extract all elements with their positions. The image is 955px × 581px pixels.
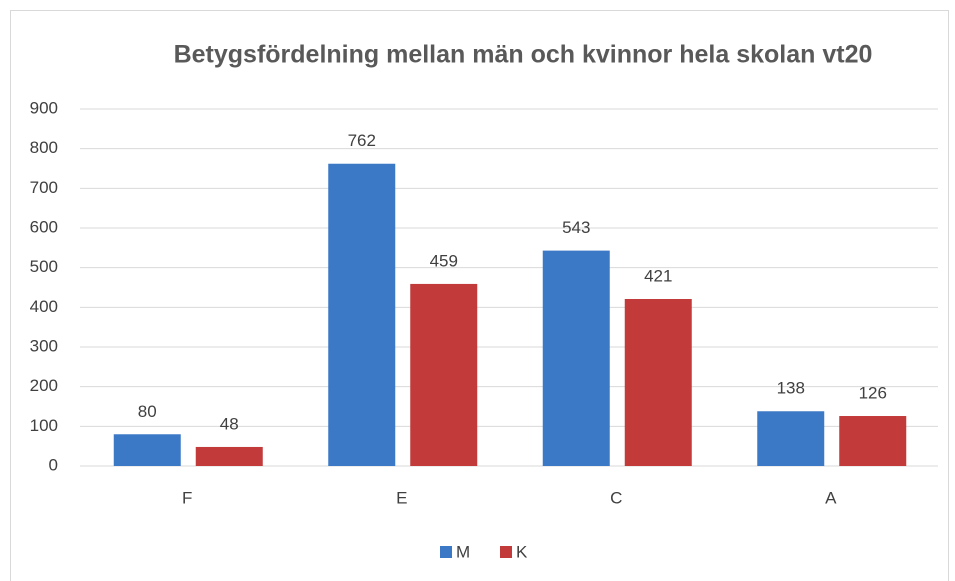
data-label: 762 (348, 131, 376, 150)
data-label: 48 (220, 414, 239, 433)
data-label: 138 (777, 379, 805, 398)
y-tick-label: 400 (30, 297, 58, 316)
chart-frame (10, 10, 949, 581)
chart-title: Betygsfördelning mellan män och kvinnor … (174, 41, 873, 69)
y-tick-label: 300 (30, 336, 58, 355)
y-tick-label: 700 (30, 178, 58, 197)
data-label: 421 (644, 266, 672, 285)
bar (328, 163, 396, 467)
legend-swatch (440, 546, 452, 558)
data-label: 126 (859, 384, 887, 403)
legend-swatch (500, 546, 512, 558)
bar (410, 283, 478, 466)
bar (757, 411, 825, 466)
y-tick-label: 800 (30, 138, 58, 157)
data-label: 80 (138, 402, 157, 421)
bar (542, 250, 610, 466)
data-label: 459 (430, 251, 458, 270)
bar (195, 446, 263, 466)
bar (624, 299, 692, 466)
x-tick-label: A (825, 488, 837, 507)
x-tick-label: C (610, 488, 622, 507)
x-tick-label: E (396, 488, 407, 507)
y-tick-label: 900 (30, 98, 58, 117)
legend-label: K (516, 542, 528, 561)
data-label: 543 (562, 218, 590, 237)
y-tick-label: 0 (49, 455, 58, 474)
y-tick-label: 100 (30, 416, 58, 435)
y-tick-label: 500 (30, 257, 58, 276)
y-tick-label: 600 (30, 217, 58, 236)
legend-label: M (456, 542, 470, 561)
x-tick-label: F (182, 488, 192, 507)
bar (839, 416, 907, 466)
y-tick-label: 200 (30, 376, 58, 395)
bar (113, 434, 181, 466)
